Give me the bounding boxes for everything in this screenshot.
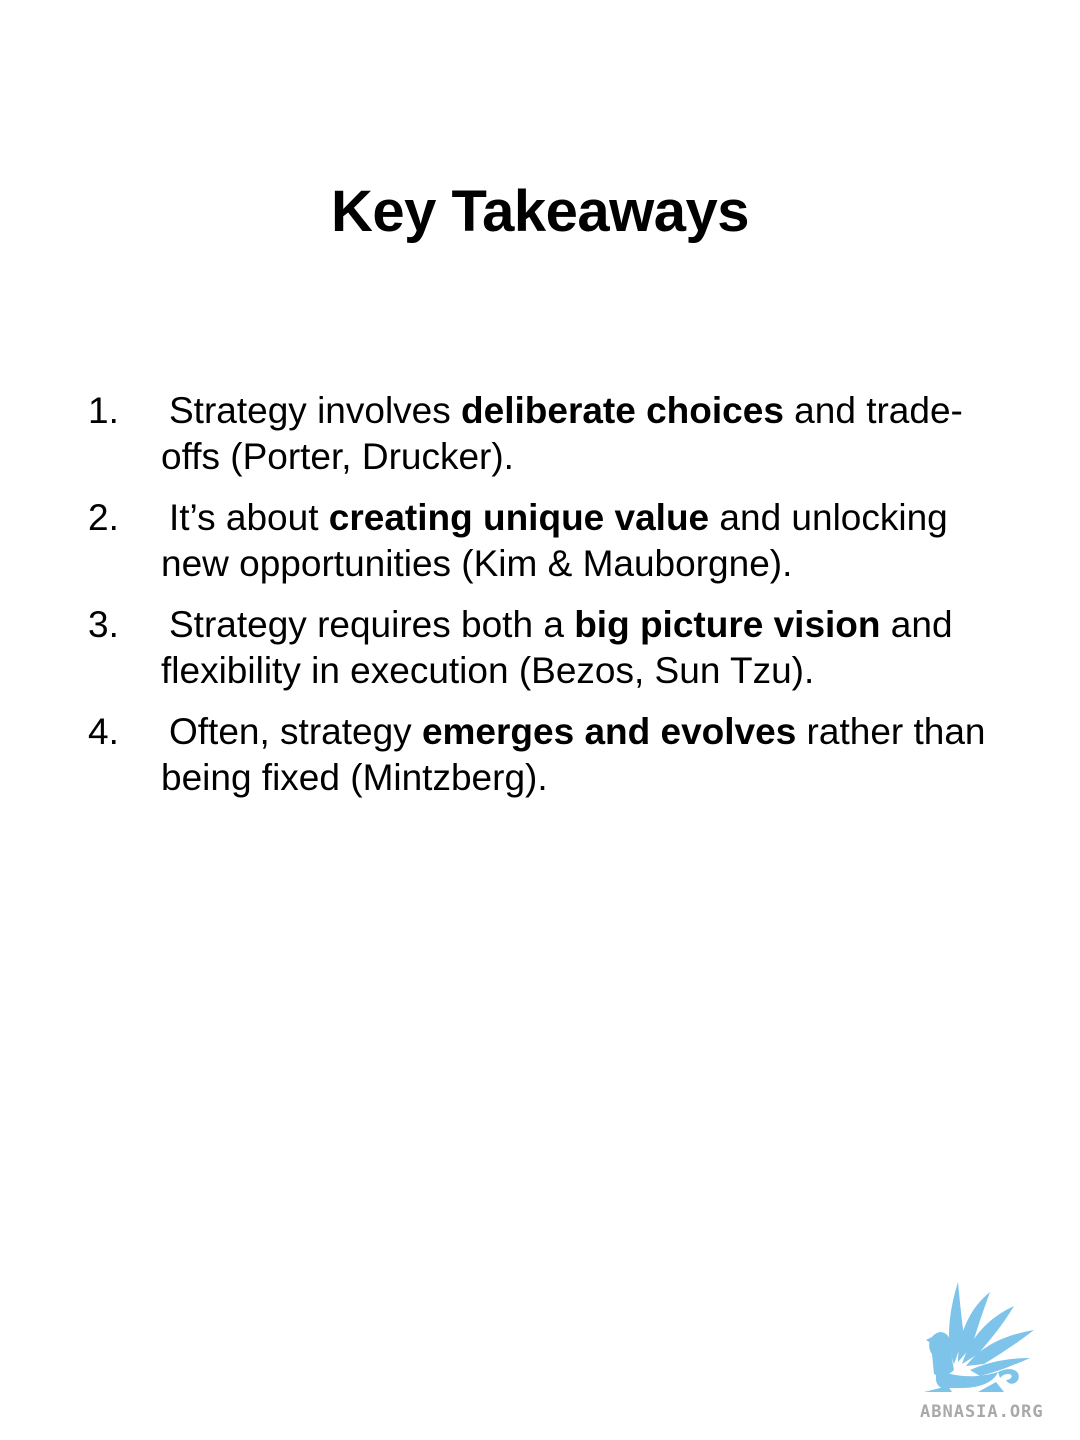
takeaways-list: 1. Strategy involves deliberate choices … (88, 388, 988, 816)
item-text-plain: It’s about (169, 497, 329, 538)
item-text: It’s about creating unique value and unl… (161, 495, 988, 587)
item-number: 2. (88, 495, 119, 541)
item-text-plain: Often, strategy (169, 711, 422, 752)
item-text-plain: Strategy requires both a (169, 604, 574, 645)
griffin-logo-icon (918, 1274, 1042, 1398)
item-text-bold: creating unique value (329, 497, 709, 538)
item-text: Often, strategy emerges and evolves rath… (161, 709, 988, 801)
takeaway-item: 2. It’s about creating unique value and … (88, 495, 988, 587)
item-text-bold: big picture vision (574, 604, 880, 645)
takeaway-item: 3. Strategy requires both a big picture … (88, 602, 988, 694)
logo-text: ABNASIA.ORG (920, 1402, 1078, 1422)
takeaway-item: 1. Strategy involves deliberate choices … (88, 388, 988, 480)
item-text: Strategy requires both a big picture vis… (161, 602, 988, 694)
item-number: 3. (88, 602, 119, 648)
item-text-bold: deliberate choices (461, 390, 784, 431)
slide-title: Key Takeaways (0, 178, 1080, 245)
item-number: 4. (88, 709, 119, 755)
takeaway-item: 4. Often, strategy emerges and evolves r… (88, 709, 988, 801)
item-number: 1. (88, 388, 119, 434)
item-text-plain: Strategy involves (169, 390, 461, 431)
item-text-bold: emerges and evolves (422, 711, 796, 752)
item-text: Strategy involves deliberate choices and… (161, 388, 988, 480)
